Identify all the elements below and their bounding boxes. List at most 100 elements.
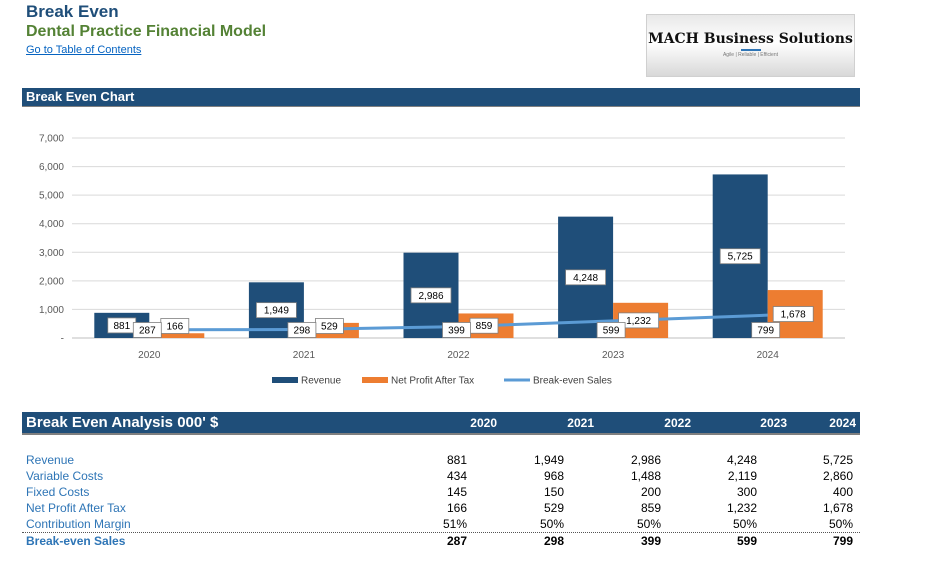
y-tick-label: 3,000 <box>39 248 64 259</box>
chart-section-header: Break Even Chart <box>22 88 860 106</box>
cell-value: 434 <box>446 469 467 483</box>
y-tick-label: 1,000 <box>39 305 64 316</box>
net-profit-data-label: 859 <box>476 321 493 332</box>
cell-value: 298 <box>543 534 564 548</box>
net-profit-data-label: 529 <box>321 322 338 333</box>
cell-value: 51% <box>442 517 467 531</box>
break-even-data-label-box <box>132 322 162 338</box>
chart-bars <box>94 174 823 338</box>
table-row: Revenue 881 1,949 2,986 4,248 5,725 <box>22 452 860 468</box>
cell-value: 150 <box>543 485 564 499</box>
break-even-data-label: 399 <box>448 326 465 337</box>
revenue-data-label: 2,986 <box>418 291 443 302</box>
cell-value: 2,119 <box>727 469 757 483</box>
cell-value: 1,678 <box>822 501 853 515</box>
net-profit-data-label: 1,232 <box>626 316 651 327</box>
cell-value: 1,232 <box>726 501 757 515</box>
revenue-data-label-box <box>255 302 297 319</box>
cell-value: 1,488 <box>630 469 661 483</box>
net-profit-data-label: 166 <box>166 322 183 333</box>
revenue-data-label: 4,248 <box>573 273 598 284</box>
break-even-data-label: 599 <box>603 326 620 337</box>
legend-swatch <box>272 377 298 383</box>
y-tick-label: 4,000 <box>39 219 64 230</box>
cell-value: 799 <box>832 534 853 548</box>
table-row: Fixed Costs 145 150 200 300 400 <box>22 484 860 500</box>
row-label: Break-even Sales <box>26 534 126 548</box>
x-axis-ticks: 2020 2021 2022 2023 2024 <box>138 350 779 361</box>
company-logo: MACH Business Solutions Agile | Reliable… <box>646 14 855 77</box>
x-tick-label: 2023 <box>602 350 625 361</box>
logo-name: MACH Business Solutions <box>648 31 853 47</box>
row-label: Fixed Costs <box>26 485 90 499</box>
break-even-data-label: 298 <box>294 326 311 337</box>
page-subtitle: Dental Practice Financial Model <box>26 23 267 40</box>
year-header: 2021 <box>567 416 594 430</box>
y-axis-ticks: - 1,000 2,000 3,000 4,000 5,000 6,000 7,000 <box>39 134 64 345</box>
break-even-data-label-box <box>596 322 626 338</box>
row-label: Net Profit After Tax <box>26 501 126 515</box>
cell-value: 50% <box>636 517 661 531</box>
y-tick-label: 6,000 <box>39 162 64 173</box>
cell-value: 5,725 <box>822 453 853 467</box>
chart-data-labels: 881 166 287 1,949 529 298 2,986 859 399 4,248 1,23… <box>107 248 814 338</box>
x-tick-label: 2021 <box>293 350 316 361</box>
chart-section-divider <box>22 106 860 107</box>
revenue-data-label: 5,725 <box>728 252 753 263</box>
legend-label: Revenue <box>301 376 341 387</box>
table-header: Break Even Analysis 000' $ 2020 2021 202… <box>22 412 860 435</box>
table-row: Variable Costs 434 968 1,488 2,119 2,860 <box>22 468 860 484</box>
revenue-data-label-box <box>410 287 452 304</box>
x-tick-label: 2024 <box>757 350 780 361</box>
break-even-data-label-box <box>287 322 317 338</box>
cell-value: 1,949 <box>533 453 564 467</box>
revenue-data-label: 1,949 <box>264 306 289 317</box>
x-tick-label: 2020 <box>138 350 161 361</box>
table-row: Contribution Margin 51% 50% 50% 50% 50% <box>22 516 860 532</box>
y-tick-label: 2,000 <box>39 276 64 287</box>
cell-value: 300 <box>736 485 757 499</box>
year-header: 2024 <box>829 416 856 430</box>
cell-value: 50% <box>828 517 853 531</box>
cell-value: 968 <box>543 469 564 483</box>
x-tick-label: 2022 <box>447 350 470 361</box>
cell-value: 287 <box>446 534 467 548</box>
logo-divider <box>740 49 761 51</box>
row-label: Variable Costs <box>26 469 104 483</box>
cell-value: 2,986 <box>630 453 661 467</box>
row-label: Revenue <box>26 453 75 467</box>
cell-value: 145 <box>446 485 467 499</box>
cell-value: 50% <box>732 517 757 531</box>
cell-value: 166 <box>446 501 467 515</box>
page-title: Break Even <box>26 2 119 21</box>
legend-label: Break-even Sales <box>533 376 612 387</box>
year-header: 2023 <box>760 416 787 430</box>
cell-value: 399 <box>640 534 661 548</box>
cell-value: 200 <box>640 485 661 499</box>
cell-value: 50% <box>539 517 564 531</box>
revenue-data-label-box <box>565 269 606 286</box>
break-even-table: Break Even Analysis 000' $ 2020 2021 202… <box>22 412 860 549</box>
logo-tagline: Agile | Reliable | Efficient <box>722 52 779 58</box>
break-even-chart: - 1,000 2,000 3,000 4,000 5,000 6,000 7,000 881… <box>39 134 845 387</box>
y-tick-label: 7,000 <box>39 134 64 145</box>
cell-value: 4,248 <box>726 453 757 467</box>
year-header: 2022 <box>664 416 691 430</box>
revenue-data-label-box <box>719 248 761 265</box>
break-even-data-label: 287 <box>139 326 156 337</box>
cell-value: 529 <box>543 501 564 515</box>
net-profit-data-label-box <box>618 312 659 329</box>
cell-value: 881 <box>446 453 467 467</box>
cell-value: 599 <box>736 534 757 548</box>
cell-value: 859 <box>640 501 661 515</box>
table-of-contents-link[interactable]: Go to Table of Contents <box>26 44 142 56</box>
y-tick-label: 5,000 <box>39 191 64 202</box>
y-tick-label: - <box>61 334 64 345</box>
chart-legend: Revenue Net Profit After Tax Break-even Sa… <box>272 376 612 387</box>
net-profit-data-label: 1,678 <box>781 310 806 321</box>
table-title: Break Even Analysis 000' $ <box>26 414 219 431</box>
break-even-data-label-box <box>751 322 781 338</box>
cell-value: 2,860 <box>822 469 853 483</box>
net-profit-data-label-box <box>772 306 814 322</box>
table-total-row: Break-even Sales 287 298 399 599 799 <box>22 532 860 549</box>
